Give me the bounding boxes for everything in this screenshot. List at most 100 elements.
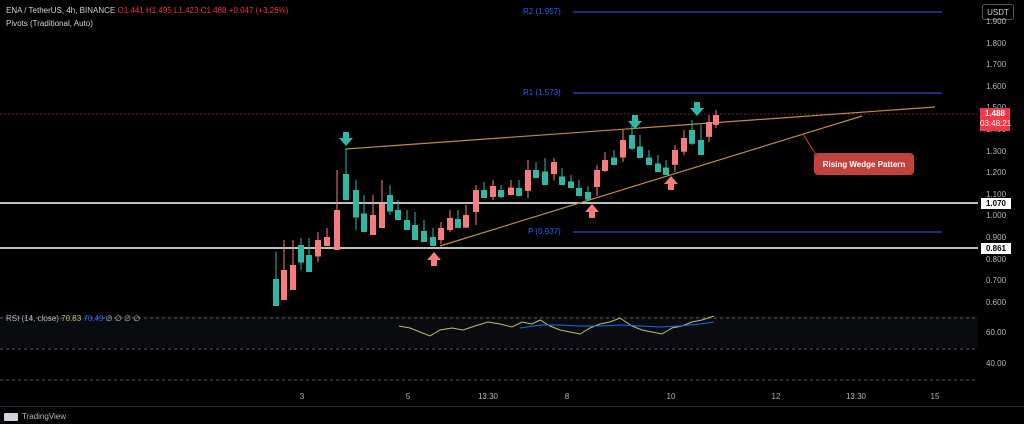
candle-body [629,135,635,149]
candle-body [463,215,469,228]
rsi-value-ma: 70.49 [83,314,104,323]
candle-body [281,270,287,300]
candle-body [387,195,393,212]
candle-body [706,122,712,137]
candle-body [568,181,574,188]
candle-body [542,171,548,185]
candle-body [689,130,695,144]
candle-body [343,174,349,200]
candles [273,110,719,306]
time-tick: 10 [666,392,676,401]
footer-divider [0,406,1024,407]
wedge-callout[interactable]: Rising Wedge Pattern [814,153,914,175]
current-price-tag: 1.488 03:48:21 [980,108,1012,131]
candle-body [290,265,296,290]
pivot-p-label: P (0.937) [528,227,561,236]
rsi-pane[interactable] [0,308,978,388]
candle-body [306,255,312,272]
candle-body [516,188,522,196]
candle-body [361,213,367,232]
candle-body [698,140,704,155]
candle-body [473,190,479,212]
arrows [339,102,704,266]
tradingview-brand: TradingView [22,412,67,421]
candle-body [490,186,496,197]
level-tag-upper: 1.070 [980,197,1012,210]
candle-body [481,190,487,198]
candle-body [559,176,565,185]
time-tick: 13:30 [845,392,867,401]
price-tick: 1.100 [986,189,1007,199]
candle-body [637,146,643,158]
candle-body [533,170,539,178]
current-price: 1.488 [984,109,1006,118]
candle-body [447,218,453,231]
change-value: +0.047 (+3.26%) [228,6,289,15]
rsi-value: 70.83 [61,314,82,323]
candle-body [655,163,661,172]
arrow-up-icon [664,176,678,190]
time-tick: 5 [405,392,411,401]
candle-body [379,204,385,228]
arrow-down-icon [628,115,642,129]
rsi-tick-60: 60.00 [986,328,1007,337]
wedge-lower-line [439,115,863,247]
candle-body [404,220,410,230]
candle-body [315,240,321,257]
arrow-up-icon [585,204,599,218]
symbol-name[interactable]: ENA / TetherUS, 4h, BINANCE [6,6,116,15]
candle-body [324,237,330,246]
candle-body [525,170,531,191]
candle-body [713,115,719,125]
candle-body [602,160,608,171]
symbol-legend[interactable]: ENA / TetherUS, 4h, BINANCE O1.441 H1.49… [6,6,288,15]
price-tick: 1.000 [986,211,1007,221]
low-value: L1.423 [173,6,199,15]
arrow-down-icon [690,102,704,116]
candle-body [508,187,514,195]
price-tick: 1.500 [986,103,1006,112]
time-tick: 8 [564,392,570,401]
price-tick: 0.600 [986,297,1007,307]
candle-body [611,157,617,165]
close-value: C1.488 [200,6,227,15]
price-tick: 1.900 [986,17,1007,26]
candle-body [576,188,582,196]
price-tick: 1.700 [986,60,1007,70]
candle-body [663,167,669,175]
price-tick: 1.800 [986,38,1007,48]
arrow-down-icon [339,132,353,146]
candle-body [498,190,504,198]
price-tick: 1.300 [986,146,1007,156]
tradingview-footer[interactable]: TradingView [4,412,66,421]
candle-body [620,140,626,158]
rsi-legend[interactable]: RSI (14, close) 70.83 70.49 ∅ ∅ ∅ ∅ [6,314,140,323]
price-tick: 0.700 [986,276,1007,286]
pivot-r1-label: R1 (1.573) [523,88,561,97]
level-tag-lower: 0.861 [980,242,1012,255]
price-chart[interactable] [0,0,978,390]
candle-body [334,210,340,250]
indicator-legend[interactable]: Pivots (Traditional, Auto) [6,19,93,28]
candle-body [370,215,376,235]
candle-body [646,157,652,165]
candle-body [298,245,304,263]
candle-body [430,237,436,246]
time-tick: 12 [771,392,781,401]
rsi-placeholders: ∅ ∅ ∅ ∅ [105,314,141,323]
time-tick: 13:30 [477,392,499,401]
high-value: H1.495 [145,6,172,15]
candle-body [353,190,359,218]
candle-body [551,162,557,175]
candle-body [594,170,600,188]
candle-body [395,210,401,220]
price-tick: 0.900 [986,233,1007,242]
candle-body [681,138,687,152]
rsi-ma-line [519,321,715,329]
rsi-tick-40: 40.00 [986,359,1007,368]
currency-selector[interactable]: USDT [982,4,1014,20]
bar-countdown: 03:48:21 [980,119,1012,128]
pivot-r2-label: R2 (1.957) [523,7,561,16]
rsi-band [0,316,978,348]
rsi-line [398,315,715,337]
